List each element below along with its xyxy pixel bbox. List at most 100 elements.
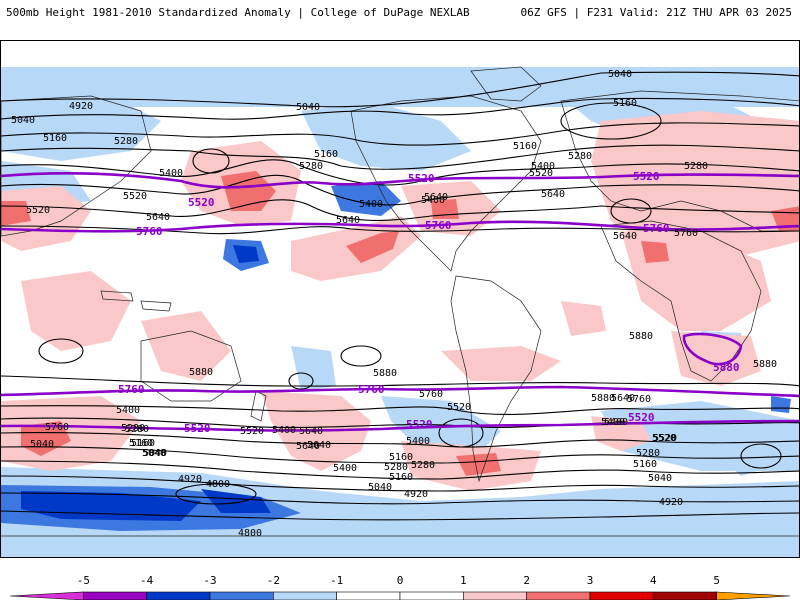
colorbar-tick-label: 3 (587, 574, 594, 587)
contour-label: 5760 (627, 394, 651, 405)
title-bar: 500mb Height 1981-2010 Standardized Anom… (0, 0, 800, 40)
contour-label: 5520 (406, 418, 433, 431)
contour-label: 5280 (411, 460, 435, 471)
contour-label: 5640 (424, 192, 448, 203)
colorbar-tick-label: 0 (397, 574, 404, 587)
contour-label: 5760 (425, 219, 452, 232)
contour-label: 5400 (531, 161, 555, 172)
contour-label: 5520 (653, 433, 677, 444)
colorbar-bin (209, 591, 274, 600)
contour-label: 5040 (296, 102, 320, 113)
contour-label: 5520 (529, 168, 553, 179)
contour-label: 5880 (753, 359, 777, 370)
contour-label: 5520 (408, 172, 435, 185)
colorbar-bin (273, 591, 337, 600)
colorbar-bin (716, 591, 791, 600)
anomaly-colorbar: -5 -4 -3 -2 -1 0 1 2 3 4 5 (9, 574, 791, 600)
contour-label: 5040 (143, 448, 167, 459)
colorbar-bin (526, 591, 591, 600)
contour-label: 5760 (136, 225, 163, 238)
contour-label: 5520 (628, 411, 655, 424)
contour-label: 5280 (384, 462, 408, 473)
contour-label: 5400 (604, 417, 628, 428)
contour-label: 5760 (45, 422, 69, 433)
contour-label: 5400 (359, 199, 383, 210)
contour-label: 4800 (206, 479, 230, 490)
contour-label: 5760 (118, 383, 145, 396)
contour-label: 5040 (608, 69, 632, 80)
contour-label: 5160 (613, 98, 637, 109)
colorbar-bin (589, 591, 654, 600)
contour-label: 5880 (713, 361, 740, 374)
contour-label: 5160 (314, 149, 338, 160)
colorbar-tick-label: 2 (523, 574, 530, 587)
contour-label: 5880 (629, 331, 653, 342)
contour-label: 5280 (121, 423, 145, 434)
contour-label: 5160 (129, 438, 153, 449)
colorbar-tick-label: -4 (140, 574, 154, 587)
contour-label: 5760 (674, 228, 698, 239)
contour-label: 5880 (373, 368, 397, 379)
contour-label: 5760 (419, 389, 443, 400)
contour-label: 5640 (307, 440, 331, 451)
contour-label: 4920 (69, 101, 93, 112)
contour-label: 5280 (568, 151, 592, 162)
colorbar-bin (399, 591, 464, 600)
contour-label: 5520 (633, 170, 660, 183)
contour-label: 5520 (26, 205, 50, 216)
contour-label: 5280 (125, 424, 149, 435)
contour-label: 5040 (30, 439, 54, 450)
contour-label: 5520 (652, 433, 676, 444)
contour-label: 5880 (591, 393, 615, 404)
contour-label: 5040 (142, 448, 166, 459)
colorbar-bin (653, 591, 717, 600)
contour-label: 5280 (636, 448, 660, 459)
colorbar-bin (336, 591, 401, 600)
contour-label: 5280 (684, 161, 708, 172)
contour-label: 5400 (116, 405, 140, 416)
colorbar-bin (146, 591, 211, 600)
contour-label: 5640 (146, 212, 170, 223)
contour-label: 5880 (189, 367, 213, 378)
contour-label: 5640 (336, 215, 360, 226)
contour-label: 5040 (368, 482, 392, 493)
contour-label: 5400 (159, 168, 183, 179)
contour-label: 5280 (114, 136, 138, 147)
contour-label: 5280 (299, 161, 323, 172)
map-panel: 5040 4920 5040 5160 5280 5400 5160 5280 … (0, 40, 800, 558)
colorbar-bin (9, 591, 84, 600)
map-title: 500mb Height 1981-2010 Standardized Anom… (6, 6, 470, 19)
contour-label: 4920 (404, 489, 428, 500)
contour-label: 4920 (659, 497, 683, 508)
contour-labels: 5040 4920 5040 5160 5280 5400 5160 5280 … (11, 69, 777, 539)
contour-label: 5400 (272, 425, 296, 436)
colorbar-tick-label: 4 (650, 574, 657, 587)
colorbar-ticks: -5 -4 -3 -2 -1 0 1 2 3 4 5 (77, 574, 720, 587)
contour-label: 4800 (238, 528, 262, 539)
colorbar-tick-label: -1 (330, 574, 343, 587)
colorbar-bins (9, 591, 791, 600)
contour-label: 4920 (178, 474, 202, 485)
contour-label: 5640 (613, 231, 637, 242)
contour-label: 5520 (447, 402, 471, 413)
contour-label: 5520 (240, 426, 264, 437)
height-contours (1, 71, 799, 521)
contour-label: 5160 (389, 472, 413, 483)
contour-label: 5640 (296, 441, 320, 452)
colorbar-tick-label: 5 (713, 574, 720, 587)
contour-label: 5160 (633, 459, 657, 470)
contour-label: 5040 (11, 115, 35, 126)
colorbar-bin (463, 591, 527, 600)
contour-label: 5160 (389, 452, 413, 463)
anomaly-map: 5040 4920 5040 5160 5280 5400 5160 5280 … (1, 41, 799, 557)
contour-label: 5520 (184, 422, 211, 435)
contour-label: 5520 (188, 196, 215, 209)
colorbar-tick-label: -2 (267, 574, 280, 587)
colorbar-tick-label: -3 (203, 574, 216, 587)
contour-label: 5400 (421, 195, 445, 206)
contour-label: 5760 (358, 383, 385, 396)
contour-label: 5520 (123, 191, 147, 202)
contour-label: 5760 (643, 222, 670, 235)
colorbar-tick-label: 1 (460, 574, 467, 587)
contour-label: 5040 (648, 473, 672, 484)
